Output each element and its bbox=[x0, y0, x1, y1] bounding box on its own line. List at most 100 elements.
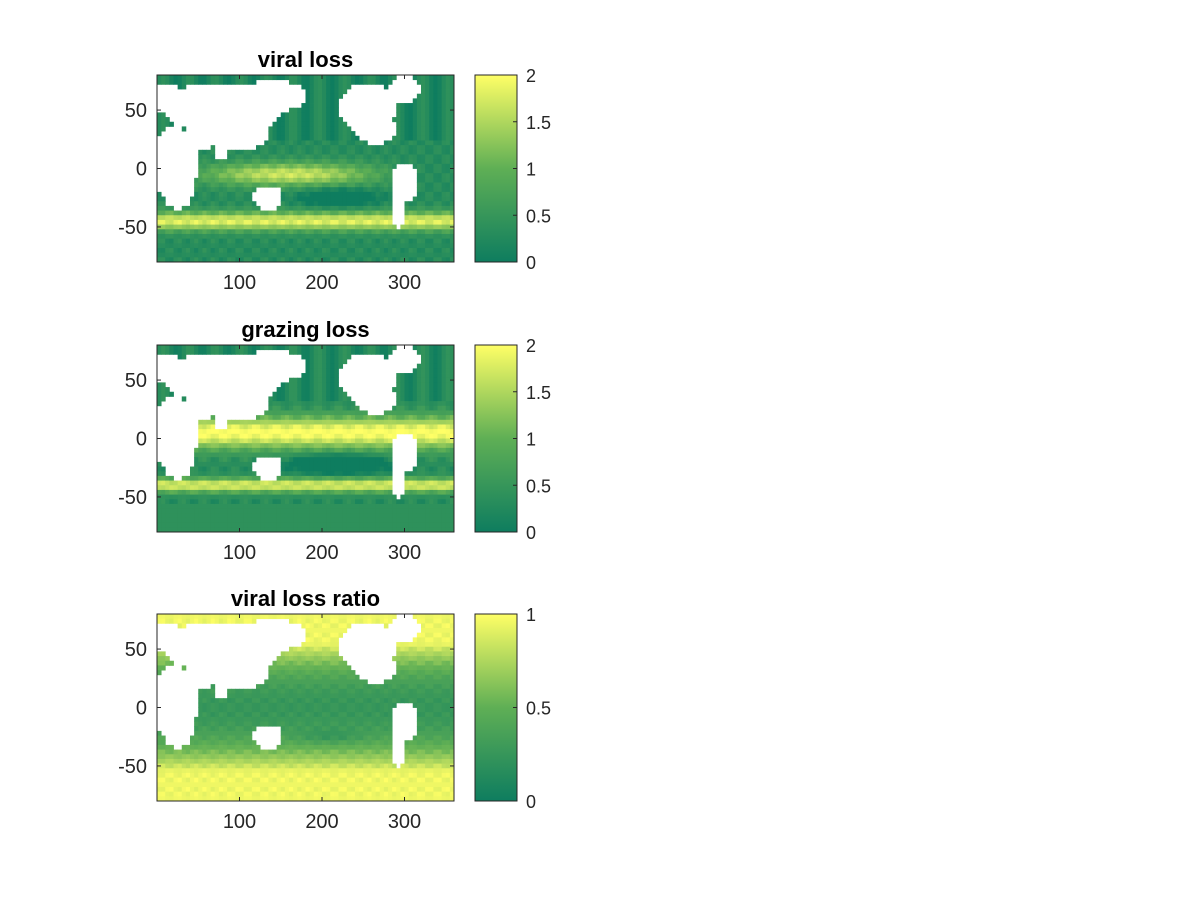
heatmap-cell bbox=[383, 480, 389, 486]
heatmap-cell bbox=[404, 508, 410, 514]
heatmap-cell bbox=[322, 121, 327, 127]
heatmap-cell bbox=[161, 513, 166, 519]
heatmap-cell bbox=[247, 429, 253, 435]
heatmap-cell bbox=[297, 410, 302, 416]
heatmap-cell bbox=[247, 721, 253, 727]
heatmap-cell bbox=[408, 387, 414, 393]
heatmap-cell bbox=[441, 494, 447, 500]
heatmap-cell bbox=[284, 173, 290, 179]
heatmap-cell bbox=[202, 522, 207, 528]
heatmap-cell bbox=[239, 233, 245, 240]
heatmap-cell bbox=[280, 205, 286, 211]
heatmap-cell bbox=[268, 168, 273, 174]
heatmap-cell bbox=[272, 243, 278, 249]
heatmap-cell bbox=[449, 354, 455, 360]
heatmap-cell bbox=[371, 457, 377, 463]
heatmap-cell bbox=[400, 377, 405, 383]
heatmap-cell bbox=[256, 485, 261, 491]
heatmap-cell bbox=[421, 382, 426, 388]
heatmap-cell bbox=[313, 233, 319, 240]
heatmap-cell bbox=[334, 349, 339, 355]
heatmap-cell bbox=[363, 443, 368, 449]
heatmap-cell bbox=[206, 149, 212, 155]
heatmap-cell bbox=[243, 513, 249, 519]
heatmap-cell bbox=[280, 154, 286, 160]
heatmap-cell bbox=[301, 527, 306, 533]
heatmap-cell bbox=[392, 140, 397, 146]
heatmap-cell bbox=[301, 126, 306, 132]
heatmap-cell bbox=[297, 252, 302, 258]
heatmap-cell bbox=[330, 187, 335, 193]
heatmap-cell bbox=[235, 707, 240, 713]
heatmap-cell bbox=[251, 79, 257, 85]
heatmap-cell bbox=[330, 489, 335, 495]
heatmap-cell bbox=[276, 475, 282, 481]
heatmap-cell bbox=[342, 471, 348, 477]
heatmap-cell bbox=[301, 475, 306, 481]
heatmap-cell bbox=[425, 145, 430, 151]
heatmap-cell bbox=[276, 219, 282, 225]
heatmap-cell bbox=[350, 215, 356, 221]
heatmap-cell bbox=[268, 684, 273, 690]
heatmap-cell bbox=[429, 461, 434, 467]
heatmap-cell bbox=[371, 177, 377, 183]
heatmap-cell bbox=[346, 466, 352, 472]
heatmap-cell bbox=[429, 233, 434, 240]
heatmap-cell bbox=[214, 219, 220, 225]
heatmap-cell bbox=[449, 159, 455, 165]
heatmap-cell bbox=[408, 522, 414, 528]
heatmap-cell bbox=[194, 461, 199, 467]
heatmap-cell bbox=[309, 233, 315, 240]
heatmap-cell bbox=[412, 252, 418, 258]
heatmap-cell bbox=[301, 191, 306, 197]
heatmap-cell bbox=[276, 749, 282, 755]
heatmap-cell bbox=[293, 205, 298, 211]
heatmap-cell bbox=[157, 401, 162, 407]
heatmap-cell bbox=[297, 513, 302, 519]
heatmap-cell bbox=[433, 187, 438, 193]
heatmap-cell bbox=[276, 159, 282, 165]
heatmap-cell bbox=[293, 443, 298, 449]
heatmap-cell bbox=[301, 391, 306, 397]
heatmap-cell bbox=[243, 182, 249, 188]
heatmap-cell bbox=[173, 768, 179, 774]
heatmap-cell bbox=[251, 726, 257, 732]
heatmap-cell bbox=[157, 665, 162, 671]
heatmap-cell bbox=[202, 429, 207, 435]
heatmap-cell bbox=[441, 98, 447, 104]
heatmap-cell bbox=[313, 252, 319, 258]
heatmap-cell bbox=[317, 391, 323, 397]
heatmap-cell bbox=[437, 368, 443, 374]
heatmap-cell bbox=[284, 257, 290, 263]
heatmap-cell bbox=[317, 135, 323, 141]
heatmap-cell bbox=[334, 168, 339, 174]
heatmap-cell bbox=[326, 489, 331, 495]
heatmap-cell bbox=[305, 243, 311, 249]
heatmap-cell bbox=[421, 103, 426, 109]
heatmap-cell bbox=[165, 782, 170, 788]
heatmap-cell bbox=[309, 522, 315, 528]
heatmap-cell bbox=[317, 396, 323, 402]
heatmap-cell bbox=[272, 707, 278, 713]
heatmap-cell bbox=[322, 419, 327, 425]
heatmap-cell bbox=[313, 205, 319, 211]
heatmap-cell bbox=[157, 513, 162, 519]
heatmap-cell bbox=[289, 177, 294, 183]
heatmap-cell bbox=[218, 485, 224, 491]
heatmap-cell bbox=[268, 149, 273, 155]
heatmap-cell bbox=[449, 177, 455, 183]
heatmap-cell bbox=[305, 396, 311, 402]
heatmap-cell bbox=[416, 480, 422, 486]
heatmap-cell bbox=[322, 159, 327, 165]
heatmap-cell bbox=[379, 508, 385, 514]
heatmap-cell bbox=[202, 517, 207, 524]
heatmap-cell bbox=[416, 503, 422, 510]
heatmap-cell bbox=[297, 419, 302, 425]
heatmap-cell bbox=[346, 196, 352, 202]
heatmap-cell bbox=[301, 494, 306, 500]
heatmap-cell bbox=[268, 238, 273, 244]
heatmap-cell bbox=[293, 210, 298, 216]
heatmap-cell bbox=[375, 196, 381, 202]
heatmap-cell bbox=[256, 517, 261, 524]
heatmap-cell bbox=[416, 159, 422, 165]
